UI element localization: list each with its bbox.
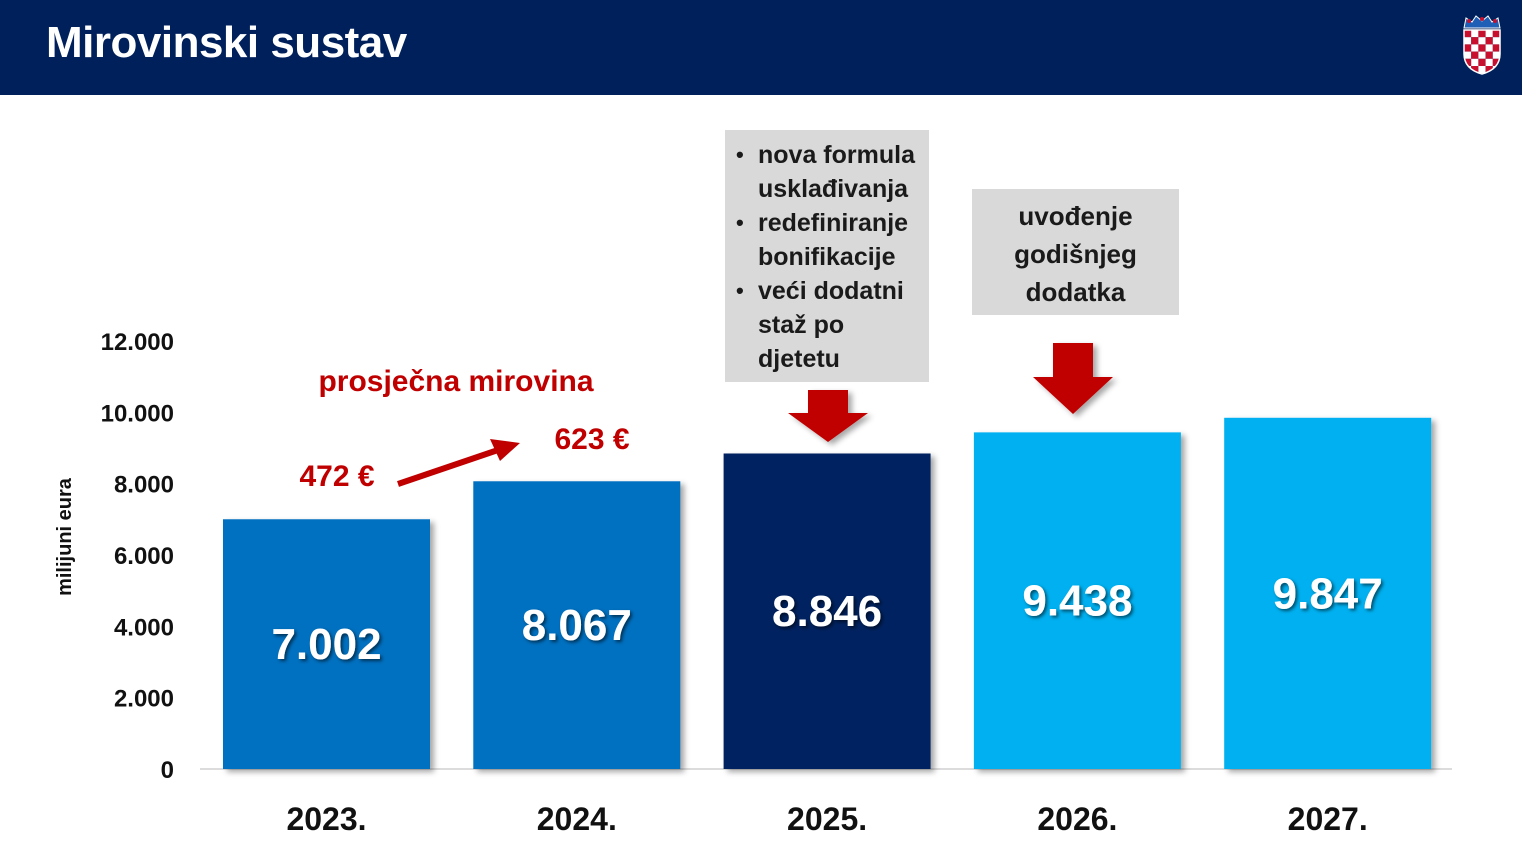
bar-value-label: 7.002: [271, 620, 381, 669]
note-2025-item: veći dodatni staž po djetetu: [736, 274, 929, 376]
avg-pension-2024: 623 €: [554, 423, 629, 456]
page-title: Mirovinski sustav: [46, 18, 407, 67]
y-tick-label: 12.000: [101, 329, 174, 356]
note-2025-item: nova formula usklađivanja: [736, 138, 929, 206]
y-tick-label: 8.000: [114, 472, 174, 499]
y-tick-label: 2.000: [114, 686, 174, 713]
bar-value-label: 9.847: [1273, 569, 1383, 618]
avg-pension-label: prosječna mirovina: [318, 365, 593, 398]
x-tick-label: 2023.: [286, 801, 366, 837]
arrow-down-2026: [1033, 343, 1113, 414]
x-tick-label: 2024.: [537, 801, 617, 837]
bar-value-label: 8.846: [772, 587, 882, 636]
crown: [1463, 15, 1501, 29]
arrow-down-2025: [788, 390, 868, 442]
bar: [473, 481, 681, 769]
x-tick-label: 2026.: [1037, 801, 1117, 837]
croatian-coat-of-arms-icon: [1463, 15, 1501, 75]
x-tick-label: 2025.: [787, 801, 867, 837]
note-2025: nova formula usklađivanja redefiniranje …: [725, 130, 929, 382]
bar: [723, 453, 931, 769]
bar-value-label: 9.438: [1022, 577, 1132, 626]
bar: [973, 432, 1181, 769]
header-bar: Mirovinski sustav: [0, 0, 1522, 95]
y-tick-label: 0: [161, 757, 174, 784]
bar: [223, 519, 430, 769]
y-tick-label: 4.000: [114, 614, 174, 641]
growth-arrow: [397, 439, 520, 487]
y-tick-label: 6.000: [114, 543, 174, 570]
bar-value-label: 8.067: [522, 601, 632, 650]
avg-pension-2023: 472 €: [299, 460, 374, 493]
bar: [1224, 417, 1432, 769]
note-2026: uvođenje godišnjeg dodatka: [972, 189, 1179, 315]
y-tick-label: 10.000: [101, 400, 174, 427]
x-tick-label: 2027.: [1288, 801, 1368, 837]
note-2025-item: redefiniranje bonifikacije: [736, 206, 929, 274]
y-axis-label: milijuni eura: [54, 477, 76, 596]
